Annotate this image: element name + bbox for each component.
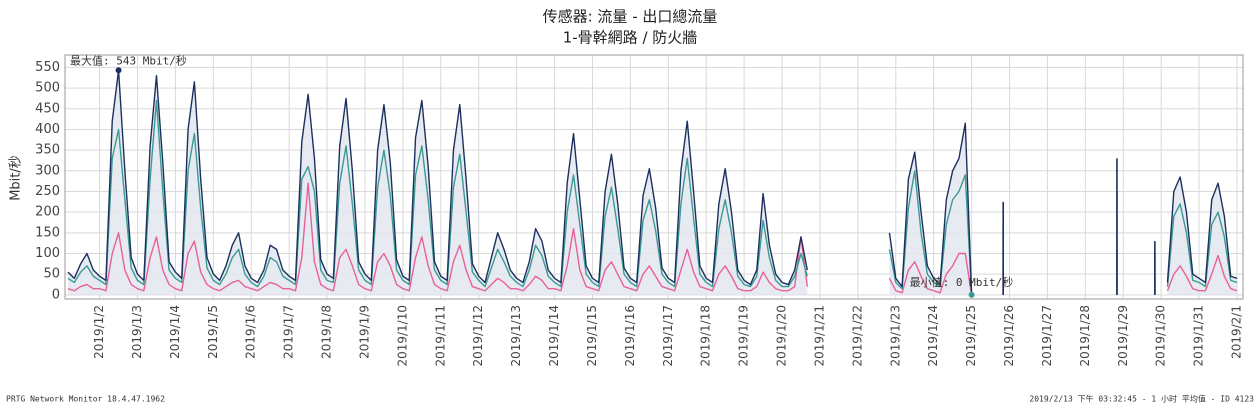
x-tick-label: 2019/1/18	[699, 305, 713, 367]
y-tick-label: 100	[35, 246, 60, 261]
x-tick-label: 2019/1/5	[206, 305, 220, 359]
x-tick-label: 2019/1/27	[1040, 305, 1054, 367]
x-tick-label: 2019/1/17	[661, 305, 675, 367]
x-tick-label: 2019/1/4	[168, 305, 182, 359]
x-tick-label: 2019/1/29	[1116, 305, 1130, 367]
y-tick-label: 150	[35, 225, 60, 240]
x-tick-label: 2019/1/21	[812, 305, 826, 367]
x-tick-label: 2019/1/30	[1154, 305, 1168, 367]
x-tick-label: 2019/1/13	[509, 305, 523, 367]
y-axis-label: Mbit/秒	[9, 155, 24, 201]
x-tick-label: 2019/1/23	[888, 305, 902, 367]
x-tick-label: 2019/1/25	[964, 305, 978, 367]
x-tick-label: 2019/1/10	[395, 305, 409, 367]
max-marker	[115, 67, 122, 74]
x-tick-label: 2019/1/2	[92, 305, 106, 359]
x-tick-label: 2019/1/19	[737, 305, 751, 367]
line	[888, 252, 973, 295]
footer-right: 2019/2/13 下午 03:32:45 - 1 小时 平均值 - ID 41…	[1029, 394, 1254, 404]
y-tick-label: 400	[35, 122, 60, 137]
footer-left: PRTG Network Monitor 18.4.47.1962	[6, 395, 165, 404]
x-tick-label: 2019/1/20	[775, 305, 789, 367]
y-tick-label: 500	[35, 81, 60, 96]
area	[68, 70, 808, 295]
y-tick-label: 0	[52, 287, 60, 302]
y-tick-label: 550	[35, 60, 60, 75]
max-annotation: 最大值: 543 Mbit/秒	[70, 53, 187, 67]
line	[1166, 254, 1238, 292]
y-tick-label: 50	[43, 267, 60, 282]
min-annotation: 最小值: 0 Mbit/秒	[910, 275, 1014, 289]
x-tick-label: 2019/1/8	[320, 305, 334, 359]
area	[889, 123, 972, 295]
line	[888, 122, 973, 295]
x-tick-label: 2019/1/7	[282, 305, 296, 359]
x-tick-label: 2019/1/9	[357, 305, 371, 359]
x-tick-label: 2019/1/16	[623, 305, 637, 367]
y-tick-label: 250	[35, 184, 60, 199]
line	[1166, 176, 1238, 284]
line	[67, 182, 809, 292]
x-tick-label: 2019/1/26	[1002, 305, 1016, 367]
x-tick-label: 2019/2/1	[1230, 305, 1244, 359]
x-tick-label: 2019/1/31	[1192, 305, 1206, 367]
line	[1166, 203, 1238, 288]
y-tick-label: 200	[35, 205, 60, 220]
y-tick-label: 450	[35, 101, 60, 116]
y-tick-label: 350	[35, 143, 60, 158]
chart-title: 传感器: 流量 - 出口總流量	[543, 8, 718, 26]
x-tick-label: 2019/1/15	[585, 305, 599, 367]
min-marker	[968, 291, 975, 298]
x-tick-label: 2019/1/6	[244, 305, 258, 359]
plot-frame	[64, 54, 1244, 300]
x-tick-label: 2019/1/11	[433, 305, 447, 367]
x-tick-label: 2019/1/22	[850, 305, 864, 367]
y-tick-label: 300	[35, 163, 60, 178]
x-tick-label: 2019/1/14	[547, 305, 561, 367]
line	[67, 69, 809, 286]
chart-subtitle: 1-骨幹網路 / 防火牆	[563, 29, 698, 47]
line	[67, 99, 808, 288]
x-tick-label: 2019/1/24	[926, 305, 940, 367]
x-tick-label: 2019/1/12	[471, 305, 485, 367]
x-tick-label: 2019/1/28	[1078, 305, 1092, 367]
x-tick-label: 2019/1/3	[130, 305, 144, 359]
